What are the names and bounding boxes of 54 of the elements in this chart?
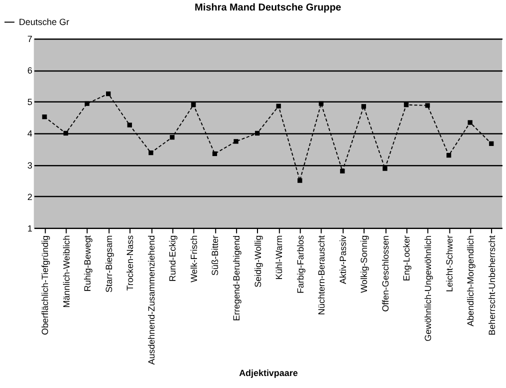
point — [170, 134, 175, 140]
y-tick-label: 5 — [27, 97, 32, 108]
y-tick-label: 6 — [27, 66, 32, 76]
point — [148, 150, 154, 156]
point — [63, 130, 68, 136]
point — [340, 168, 345, 174]
x-tick-label: Wolkig-Sonnig — [359, 235, 370, 293]
point — [425, 103, 430, 108]
point — [298, 178, 302, 183]
x-tick-label: Trocken-Nass — [125, 234, 136, 291]
point — [276, 104, 281, 108]
point — [254, 130, 260, 136]
point — [318, 101, 324, 106]
x-tick-label: Männlich-Weiblich — [61, 235, 72, 308]
y-tick-label: 1 — [27, 223, 32, 234]
point — [42, 114, 47, 120]
x-tick-label: Rund-Eckig — [168, 235, 178, 282]
y-tick-label: 7 — [27, 34, 32, 44]
point — [106, 91, 111, 96]
x-tick-label: Starr-Biegsam — [104, 235, 114, 293]
point — [404, 102, 409, 108]
legend-label: Deutsche Gr — [18, 17, 70, 28]
point — [212, 151, 218, 156]
point — [489, 141, 494, 146]
y-tick-label: 3 — [27, 160, 32, 170]
y-tick-label: 2 — [27, 192, 32, 202]
x-tick-label: Leicht-Schwer — [444, 235, 454, 292]
point — [446, 152, 452, 158]
y-tick-label: 4 — [27, 128, 32, 139]
point — [234, 139, 238, 144]
x-axis-title: Adjektivpaare — [239, 368, 298, 378]
point — [468, 120, 472, 125]
x-tick-label: Erregend-Beruhigend — [232, 235, 242, 321]
x-tick-label: Ausdehnend-Zusammenziehend — [146, 235, 156, 365]
point — [382, 166, 388, 171]
point — [127, 122, 132, 128]
x-tick-label: Süß-Bitter — [210, 235, 220, 276]
x-tick-label: Nüchtern-Berauscht — [316, 234, 327, 315]
x-tick-label: Offen-Geschlossen — [380, 235, 390, 312]
x-tick-label: Abendlich-Morgendlich — [466, 235, 476, 326]
point — [84, 101, 90, 106]
x-tick-label: Kühl-Warm — [274, 235, 284, 280]
x-tick-label: Oberflächlich-Tiefgründig — [40, 235, 50, 336]
x-tick-label: Welk-Frisch — [188, 235, 199, 282]
x-tick-label: Eng-Locker — [402, 235, 412, 282]
point — [361, 104, 366, 109]
x-tick-label: Seidig-Wollig — [252, 235, 263, 288]
point — [191, 102, 196, 108]
x-tick-label: Gewöhnlich-Ungewöhnlich — [423, 235, 434, 342]
x-tick-label: Aktiv-Passiv — [338, 234, 348, 284]
x-tick-label: Beherrscht-Unbeherrscht — [486, 234, 497, 336]
x-tick-label: Ruhig-Bewegt — [82, 234, 93, 292]
chart-title: Mishra Mand Deutsche Gruppe — [194, 2, 342, 14]
x-tick-label: Farbig-Farblos — [295, 234, 306, 294]
